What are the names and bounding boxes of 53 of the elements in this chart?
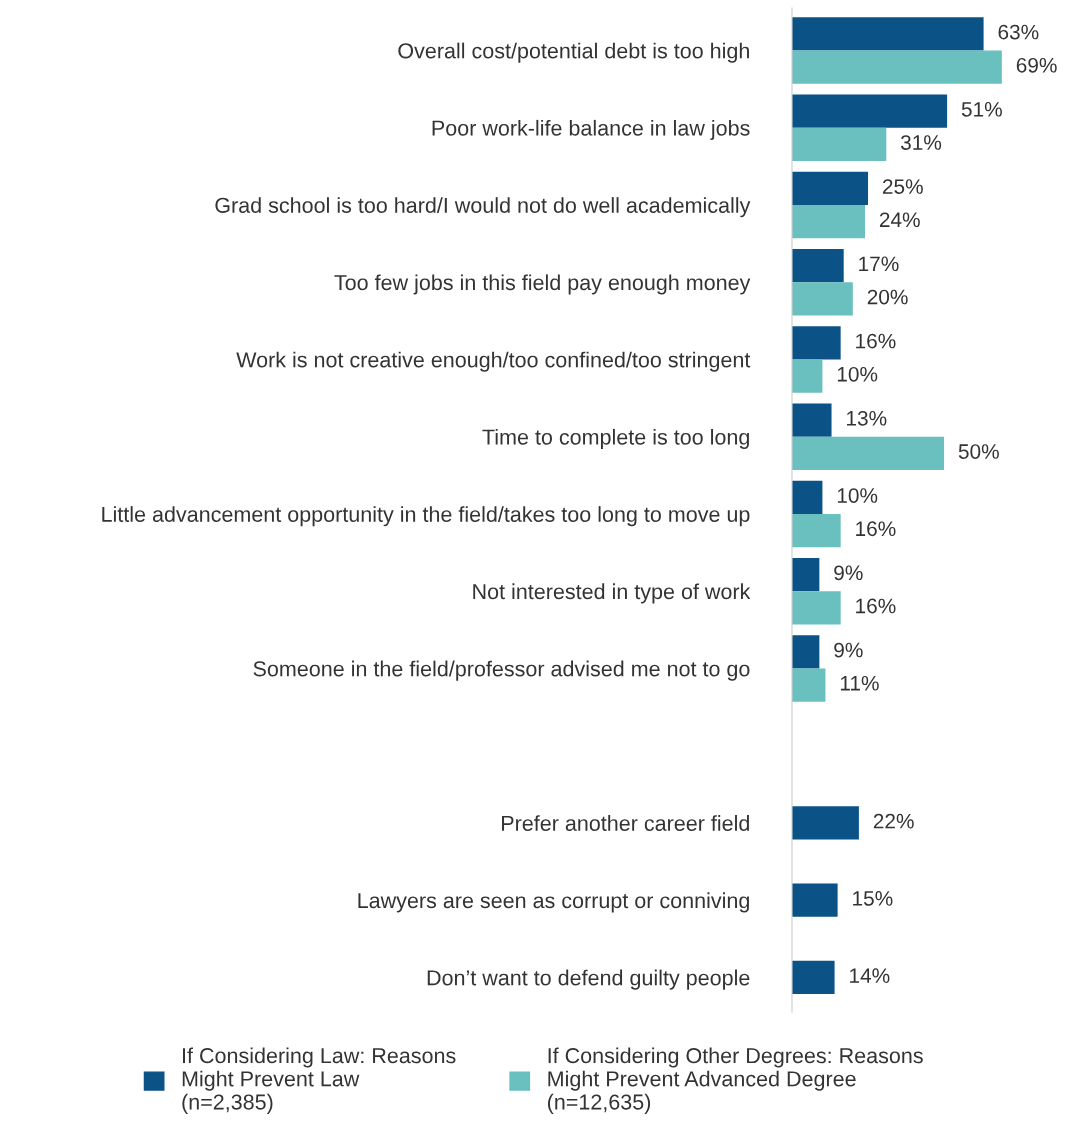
bar <box>792 326 841 360</box>
bar <box>792 668 826 702</box>
data-label: 63% <box>998 24 1039 40</box>
data-label: 10% <box>837 366 878 382</box>
legend-label: If Considering Other Degrees: Reasons Might Prevent Advanced Degree (n=12,635) <box>548 1047 923 1114</box>
bar <box>792 557 820 592</box>
bar <box>792 436 945 470</box>
bar <box>792 480 823 514</box>
bar <box>792 94 948 128</box>
data-label: 13% <box>847 410 887 426</box>
data-label: 16% <box>856 521 896 537</box>
data-label: 20% <box>867 289 908 305</box>
y-tick-label: Don’t want to defend guilty people <box>427 969 750 990</box>
data-label: 69% <box>1016 57 1057 73</box>
data-label: 51% <box>961 102 1002 117</box>
data-label: 14% <box>850 968 890 983</box>
data-label: 9% <box>834 642 863 658</box>
bar <box>792 127 887 161</box>
data-label: 31% <box>900 135 942 150</box>
y-tick-label: Time to complete is too long <box>482 428 749 449</box>
y-tick-label: Someone in the field/professor advised me not to go <box>253 660 750 681</box>
legend-label: If Considering Law: Reasons Might Prevent Law (n=2,385) <box>182 1047 456 1114</box>
y-tick-label: Poor work-life balance in law jobs <box>432 119 750 140</box>
data-label: 25% <box>882 179 923 194</box>
bar <box>792 513 841 548</box>
y-tick-label: Little advancement opportunity in the field/takes too long to move up <box>102 506 750 527</box>
data-label: 11% <box>840 675 879 691</box>
data-label: 15% <box>853 891 893 906</box>
bar <box>792 50 1002 84</box>
y-tick-label: Prefer another career field <box>502 815 749 831</box>
bar <box>792 403 832 437</box>
data-label: 10% <box>837 488 878 503</box>
bar <box>792 591 841 625</box>
bar <box>792 248 844 283</box>
data-label: 50% <box>958 444 999 459</box>
data-label: 9% <box>834 565 863 581</box>
data-label: 24% <box>879 212 920 228</box>
bar <box>792 282 853 316</box>
y-tick-label: Not interested in type of work <box>473 583 751 604</box>
bar <box>792 635 820 669</box>
data-label: 22% <box>873 813 914 829</box>
y-tick-label: Overall cost/potential debt is too high <box>398 42 749 63</box>
y-tick-label: Lawyers are seen as corrupt or conniving <box>358 892 749 913</box>
y-tick-label: Grad school is too hard/I would not do well academically <box>215 197 751 218</box>
data-label: 16% <box>856 598 896 614</box>
bar <box>792 204 865 239</box>
data-label: 16% <box>856 333 896 349</box>
data-label: 17% <box>859 256 899 272</box>
bar <box>792 171 869 205</box>
y-tick-label: Too few jobs in this field pay enough money <box>334 274 751 295</box>
y-tick-label: Work is not creative enough/too confined/too stringent <box>236 351 751 372</box>
bar <box>792 17 984 51</box>
bar <box>792 359 823 393</box>
